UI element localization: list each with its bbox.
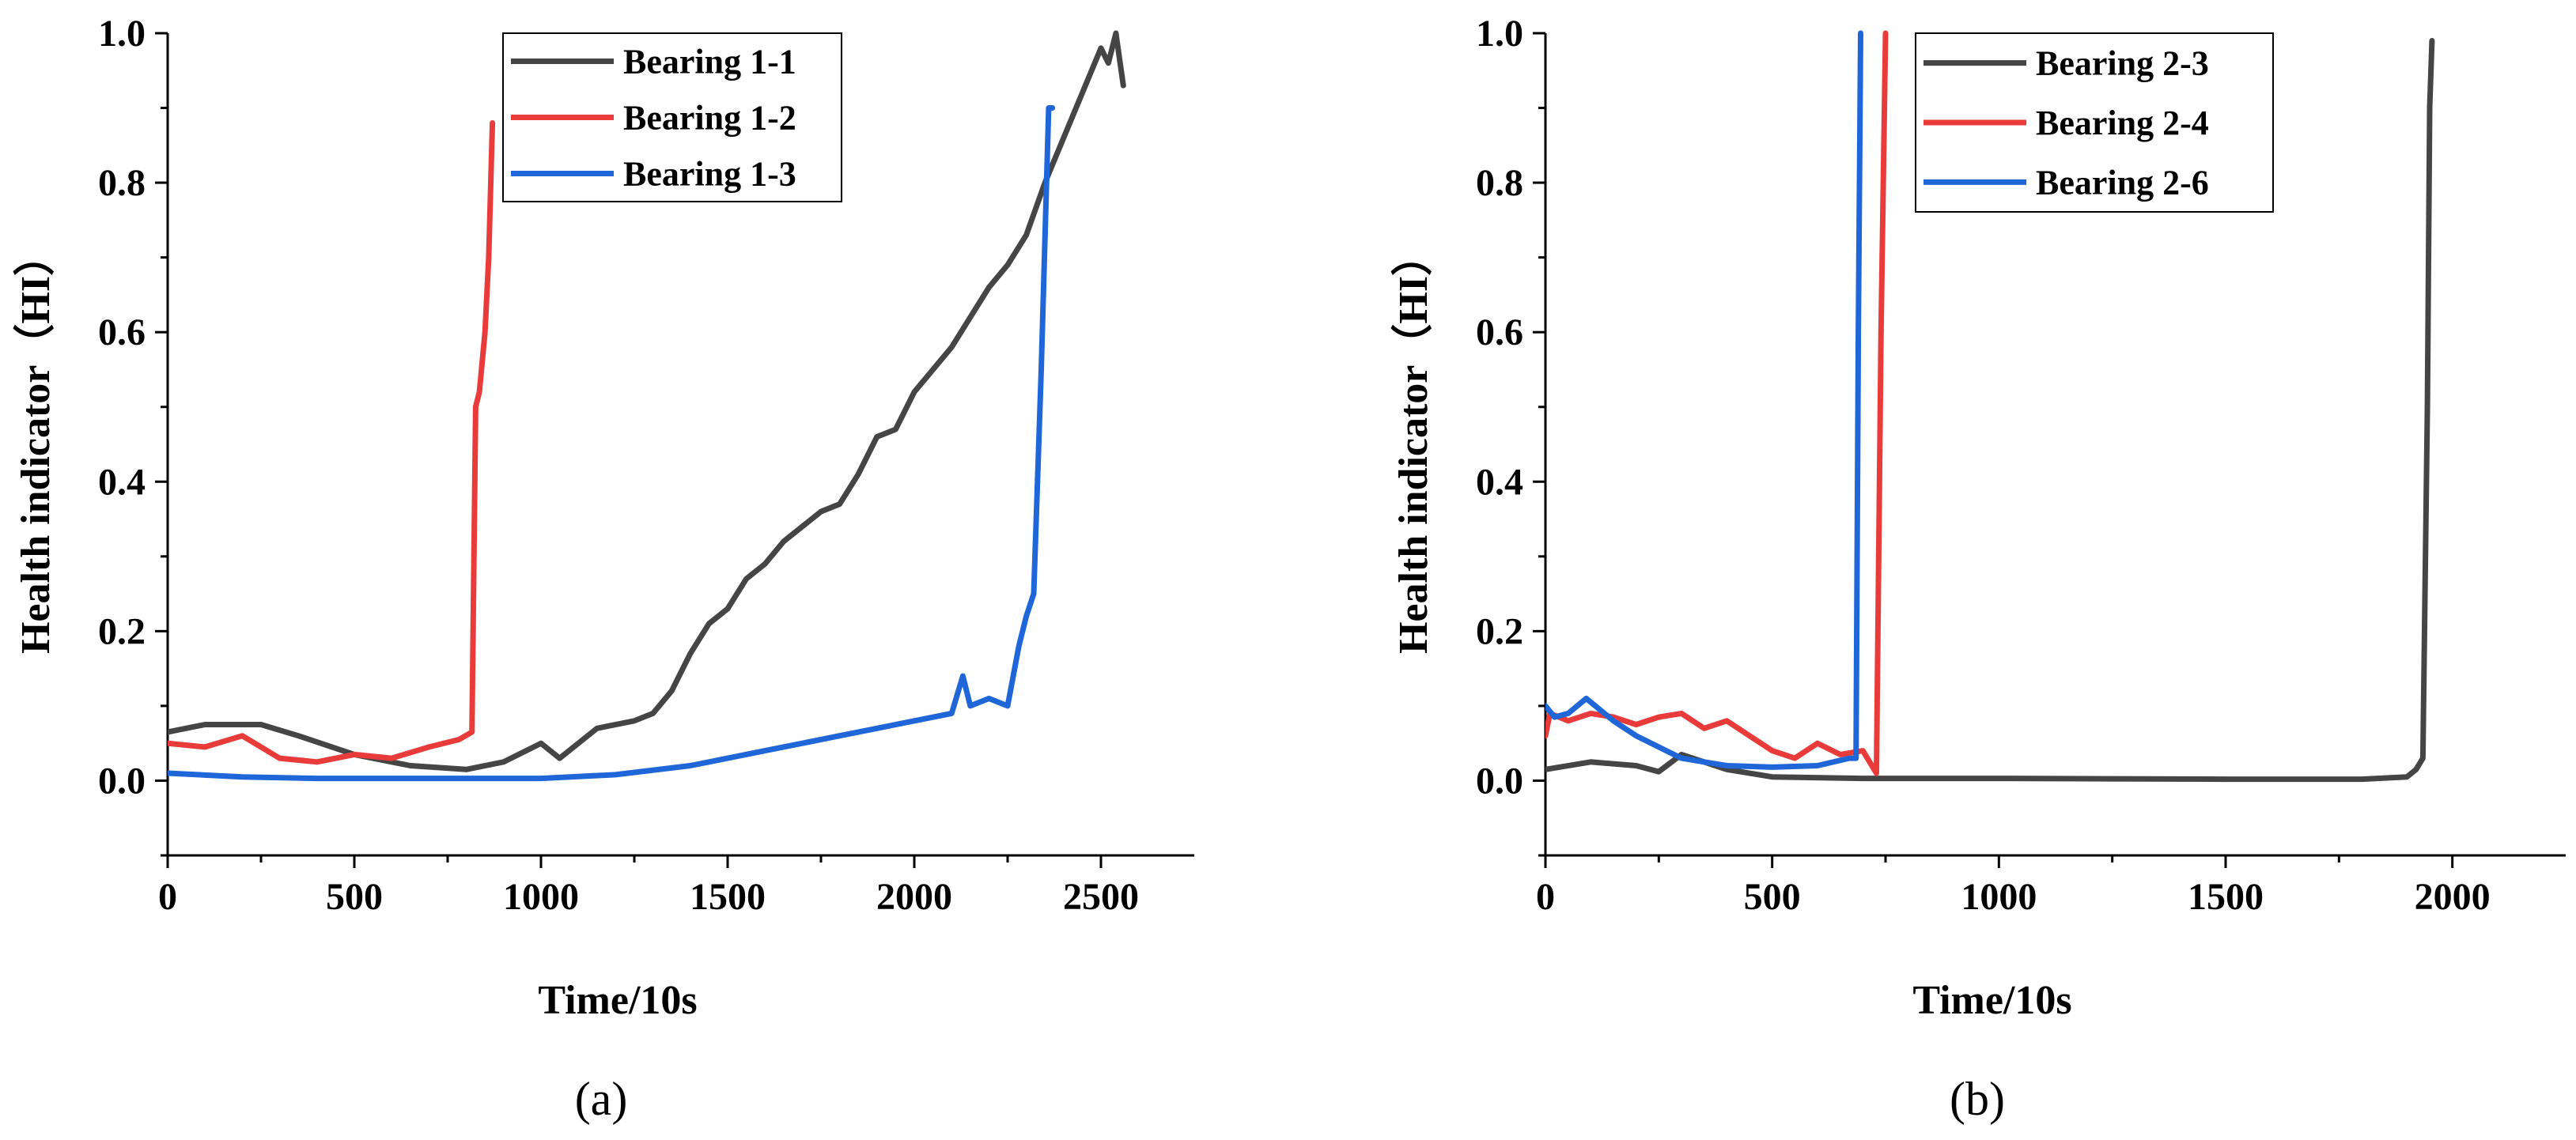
y-tick-label: 1.0 (98, 13, 146, 55)
legend-label: Bearing 2-4 (2036, 104, 2209, 142)
y-tick-label: 0.4 (1476, 461, 1523, 503)
x-tick-label: 1500 (2188, 876, 2264, 918)
legend-label: Bearing 2-3 (2036, 44, 2209, 83)
y-tick-label: 0.6 (1476, 311, 1523, 353)
y-tick-label: 0.6 (98, 311, 146, 353)
x-tick-label: 1000 (1961, 876, 2037, 918)
x-tick-label: 2000 (2415, 876, 2491, 918)
x-tick-label: 500 (1744, 876, 1801, 918)
x-tick-label: 0 (158, 876, 177, 918)
series-line-bearing-2-6 (1545, 30, 1863, 770)
y-tick-label: 0.2 (98, 610, 146, 652)
x-tick-label: 500 (326, 876, 383, 918)
y-axis-title: Health indicator（HI） (13, 235, 59, 654)
y-tick-label: 0.0 (1476, 760, 1523, 802)
series-line-bearing-1-2 (168, 120, 496, 765)
legend-label: Bearing 1-1 (623, 43, 796, 81)
y-tick-label: 0.4 (98, 461, 146, 503)
x-tick-label: 0 (1536, 876, 1555, 918)
x-tick-label: 2500 (1063, 876, 1139, 918)
x-tick-label: 1500 (690, 876, 766, 918)
chart-panel-b: 0 500 1000 1500 2000 0.0 0.2 0.4 0.6 0.8 1.0 Time/1… (1390, 13, 2566, 1125)
y-axis-title: Health indicator（HI） (1390, 235, 1436, 654)
y-tick-label: 0.0 (98, 760, 146, 802)
legend-label: Bearing 1-2 (623, 99, 796, 138)
chart-panel-a: 0 500 1000 1500 2000 2500 0.0 0.2 0.4 0.6 0.8 1.0 Ti… (13, 13, 1194, 1125)
legend-label: Bearing 1-3 (623, 155, 796, 194)
series-line-bearing-1-3 (168, 105, 1056, 782)
panel-label: (b) (1950, 1073, 2005, 1125)
y-tick-label: 0.8 (1476, 162, 1523, 204)
y-tick-label: 0.2 (1476, 610, 1523, 652)
x-tick-label: 2000 (876, 876, 952, 918)
legend: Bearing 2-3 Bearing 2-4 Bearing 2-6 (1915, 32, 2274, 213)
plot-area (168, 30, 1126, 782)
x-tick-label: 1000 (503, 876, 579, 918)
series-line-bearing-1-1 (168, 30, 1126, 772)
legend: Bearing 1-1 Bearing 1-2 Bearing 1-3 (502, 32, 842, 202)
plot-area (1545, 30, 2435, 783)
x-axis-title: Time/10s (1912, 978, 2071, 1023)
x-axis-title: Time/10s (538, 978, 697, 1023)
y-tick-label: 0.8 (98, 162, 146, 204)
panel-label: (a) (575, 1073, 628, 1125)
series-line-bearing-2-3 (1545, 38, 2435, 783)
legend-label: Bearing 2-6 (2036, 163, 2209, 202)
series-line-bearing-2-4 (1545, 30, 1889, 776)
y-tick-label: 1.0 (1476, 13, 1523, 55)
